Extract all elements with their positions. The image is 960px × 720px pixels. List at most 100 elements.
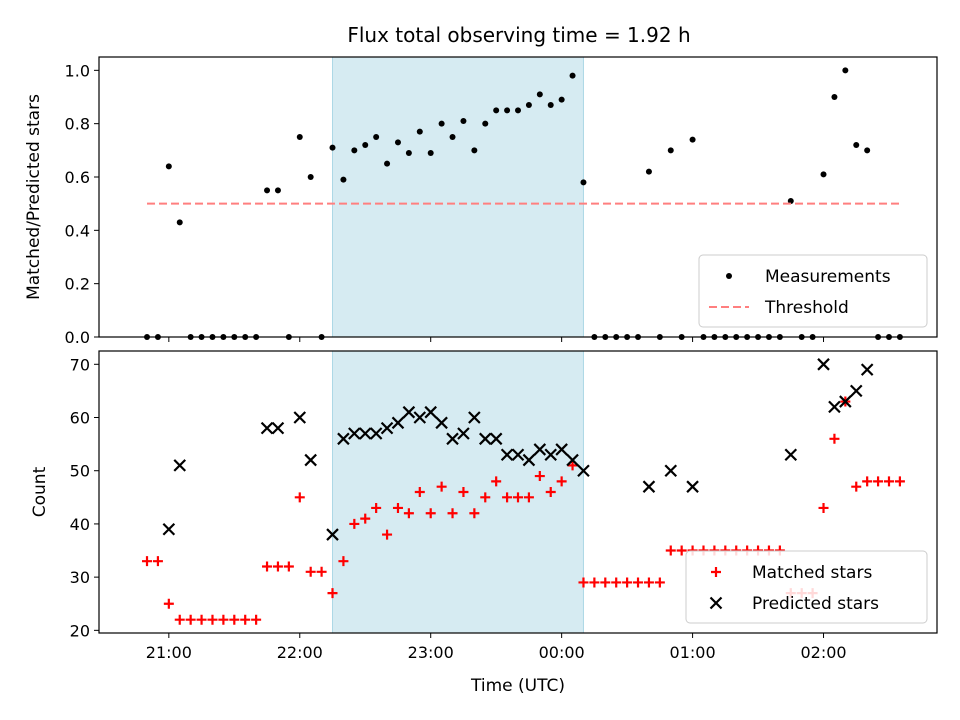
x-axis-label: Time (UTC) xyxy=(470,676,565,696)
legend-label: Matched stars xyxy=(752,563,872,583)
measurement-point xyxy=(340,176,347,183)
matched-star-marker xyxy=(611,577,622,588)
matched-star-marker xyxy=(174,614,185,625)
matched-star-marker xyxy=(545,487,556,497)
y-axis-label: Matched/Predicted stars xyxy=(24,94,44,300)
predicted-star-marker xyxy=(566,453,579,467)
predicted-star-marker xyxy=(446,432,459,446)
matched-star-marker xyxy=(523,492,534,503)
measurement-point xyxy=(515,107,521,114)
measurement-point xyxy=(536,91,543,98)
matched-star-marker xyxy=(600,577,611,588)
predicted-star-marker xyxy=(348,427,361,440)
matched-star-marker xyxy=(163,598,174,609)
legend-x-marker xyxy=(709,596,723,610)
matched-star-marker xyxy=(218,614,229,625)
measurement-point xyxy=(416,128,423,135)
predicted-star-marker xyxy=(402,405,416,419)
measurement-point xyxy=(373,134,380,140)
measurement-point xyxy=(558,96,565,103)
measurement-point xyxy=(842,67,849,74)
measurement-point xyxy=(547,102,554,108)
matched-star-marker xyxy=(633,577,644,588)
axes-frame xyxy=(98,56,938,338)
matched-star-marker xyxy=(272,561,283,572)
matched-star-marker xyxy=(403,508,414,519)
predicted-star-marker xyxy=(489,432,503,446)
legend: Matched stars Predicted stars xyxy=(685,550,928,624)
matched-star-marker xyxy=(185,614,196,625)
measurement-point xyxy=(438,120,445,127)
predicted-star-marker xyxy=(849,384,863,398)
matched-star-marker xyxy=(338,556,349,567)
measurement-point xyxy=(384,160,391,167)
matched-star-marker xyxy=(294,492,305,503)
matched-star-marker xyxy=(152,556,163,567)
matched-star-marker xyxy=(392,502,403,513)
predicted-star-marker xyxy=(478,432,492,446)
measurement-point xyxy=(394,139,401,146)
measurement-point xyxy=(493,107,500,114)
measurement-point xyxy=(864,147,871,154)
measurement-point xyxy=(831,94,838,100)
matched-star-marker xyxy=(240,614,251,625)
predicted-star-marker xyxy=(304,453,317,467)
chart-title: Flux total observing time = 1.92 h xyxy=(347,23,690,47)
matched-star-marker xyxy=(894,476,905,487)
matched-star-marker xyxy=(883,476,894,487)
predicted-star-marker xyxy=(784,448,798,462)
x-tick-label: 02:00 xyxy=(800,643,846,662)
matched-star-marker xyxy=(283,561,294,572)
predicted-star-marker xyxy=(413,411,427,424)
matched-star-marker xyxy=(349,518,360,529)
measurement-point xyxy=(460,118,467,124)
matched-star-marker xyxy=(207,614,218,625)
matched-star-marker xyxy=(360,513,371,524)
legend-dot-marker xyxy=(726,273,732,279)
matched-star-marker xyxy=(654,577,665,588)
matched-star-marker xyxy=(447,508,458,519)
measurement-point xyxy=(504,107,511,114)
bottom-panel: 20 30 40 50 60 70 21:00 22:00 23:00 00:00 01:00 02:… xyxy=(30,350,938,696)
predicted-star-marker xyxy=(162,522,176,536)
matched-star-marker xyxy=(513,492,523,503)
matched-star-marker xyxy=(196,614,207,625)
predicted-star-marker xyxy=(817,358,830,371)
matched-star-marker xyxy=(862,476,873,487)
predicted-star-marker xyxy=(828,400,841,414)
matched-star-marker xyxy=(414,487,425,497)
matched-star-marker xyxy=(578,577,589,588)
matched-star-marker xyxy=(665,545,676,556)
matched-star-marker xyxy=(425,508,436,519)
measurement-point xyxy=(580,179,587,186)
measurement-point xyxy=(569,72,576,79)
matched-star-marker xyxy=(502,492,513,503)
predicted-star-marker xyxy=(860,363,874,376)
matched-star-marker xyxy=(262,561,273,572)
predicted-star-marker xyxy=(544,448,558,462)
measurement-point xyxy=(165,163,172,170)
predicted-star-marker xyxy=(533,443,547,456)
matched-star-marker xyxy=(818,502,829,513)
axes-frame xyxy=(98,350,938,634)
measurement-point xyxy=(667,147,674,154)
y-tick-label: 0.8 xyxy=(65,115,90,134)
matched-star-marker xyxy=(676,545,687,556)
legend-label: Measurements xyxy=(765,267,891,287)
predicted-star-marker xyxy=(686,480,699,493)
predicted-star-marker xyxy=(468,411,481,424)
legend-label: Predicted stars xyxy=(752,594,879,614)
measurement-point xyxy=(787,198,794,204)
y-tick-label: 0.2 xyxy=(65,275,90,294)
predicted-star-marker xyxy=(577,464,590,477)
matched-star-marker xyxy=(382,529,393,540)
measurement-point xyxy=(362,142,369,148)
measurement-point xyxy=(449,134,456,140)
legend-label: Threshold xyxy=(764,298,849,318)
matched-star-marker xyxy=(327,588,338,599)
predicted-star-marker xyxy=(664,464,678,477)
matched-star-marker xyxy=(458,487,469,497)
predicted-star-marker xyxy=(424,405,437,419)
predicted-star-marker xyxy=(435,416,448,430)
